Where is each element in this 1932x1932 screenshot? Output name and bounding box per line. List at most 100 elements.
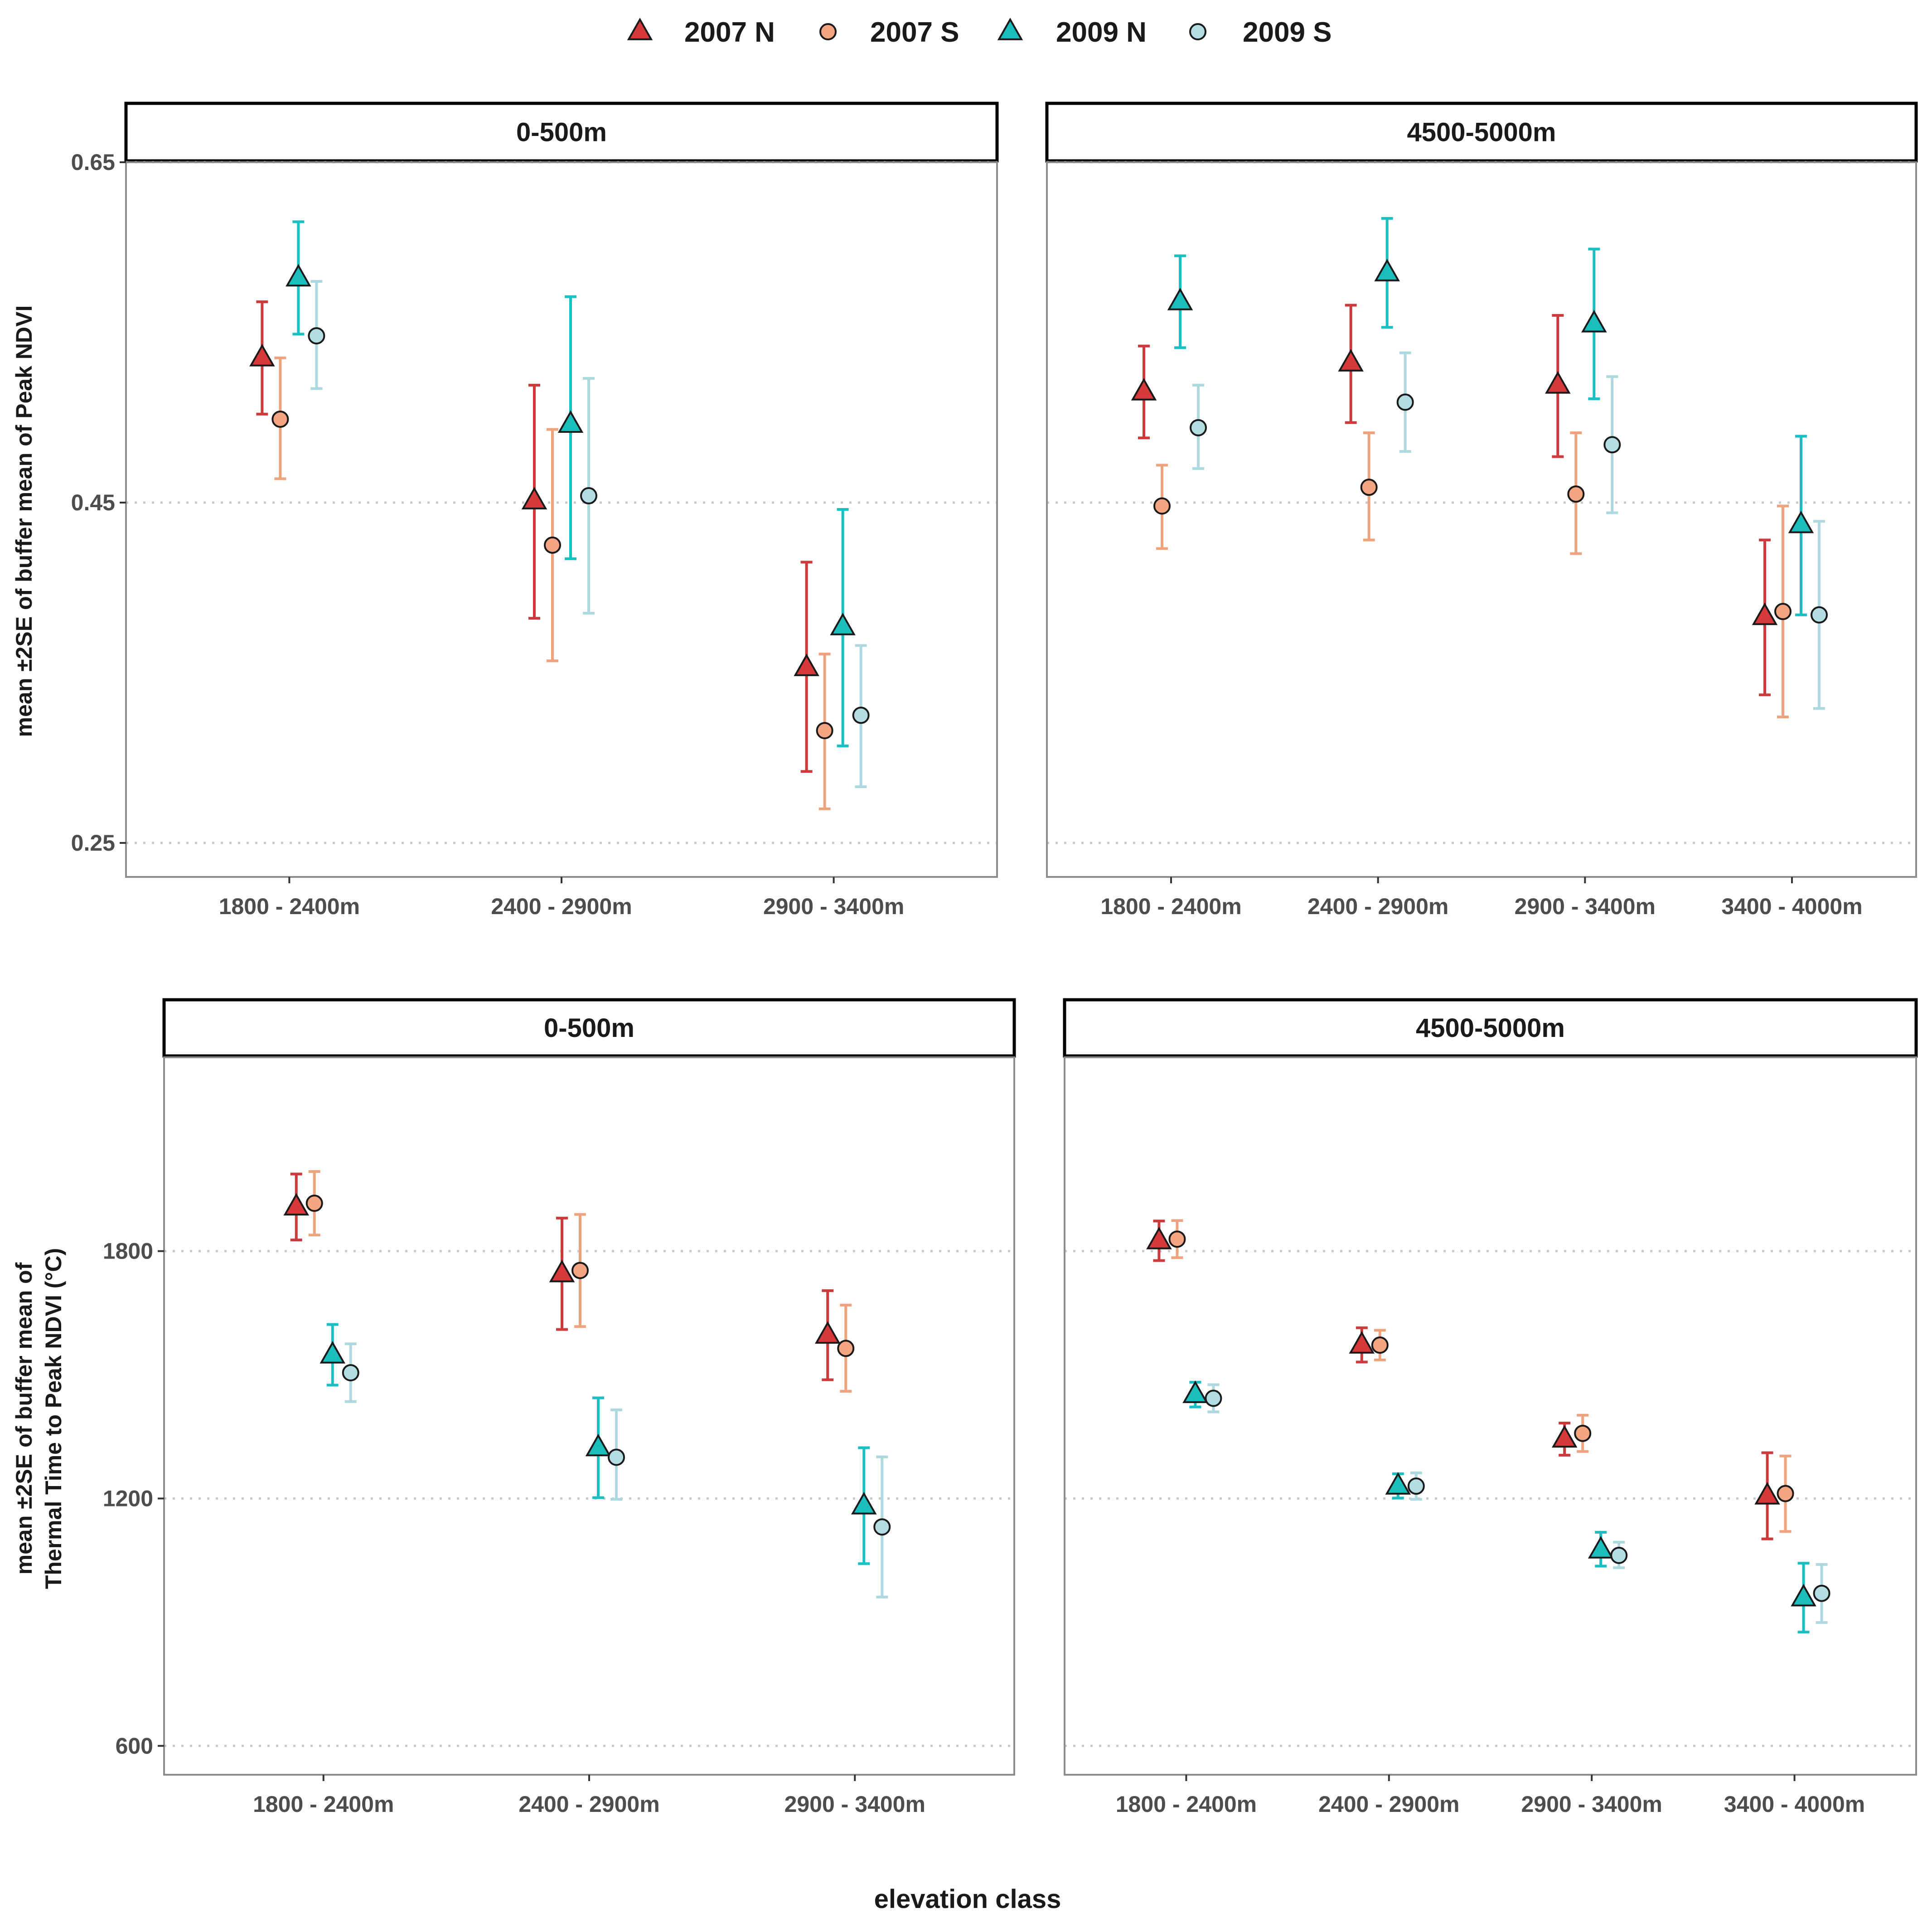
row0-panel-4500-5000m-strip-label: 4500-5000m (1407, 118, 1556, 147)
row1-panel-4500-5000m-point-2009-n-1 (1385, 1472, 1411, 1495)
row0-panel-0-500m-strip (124, 102, 999, 163)
legend-label-2007-s: 2007 S (870, 17, 959, 48)
row1-panel-0-500m-point-2007-s-2 (837, 1340, 855, 1357)
row1-panel-0-500m-series-2007-s (305, 1170, 855, 1393)
row0-panel-4500-5000m: 4500-5000m 1800 - 2400m 2400 - 2900m 2900 -… (1045, 102, 1918, 919)
row1-panel-4500-5000m: 4500-5000m 1800 - 2400m 2400 - 2900m 2900 -… (1063, 998, 1918, 1817)
row0-ytick-label-2: 0.65 (71, 150, 115, 175)
row0-panel-4500-5000m-point-2007-s-1 (1360, 479, 1378, 496)
row0-panel-4500-5000m-point-2009-s-2 (1603, 436, 1621, 454)
row0-panel-0-500m-series-2007-s (271, 356, 833, 810)
row0-panel-4500-5000m-point-2007-s-3 (1774, 603, 1792, 620)
row1-panel-4500-5000m-series-2007-s (1168, 1219, 1794, 1533)
row1-panel-0-500m-strip-label: 0-500m (544, 1013, 634, 1043)
row0-panel-4500-5000m-point-2007-n-0 (1131, 378, 1157, 401)
row0-panel-0-500m-xtick-label-1: 2400 - 2900m (491, 894, 632, 919)
row0-panel-4500-5000m-point-2009-s-3 (1811, 606, 1828, 624)
legend: 2007 N 2007 S 2009 N 2009 S (627, 17, 1332, 48)
row1-ytick-label-1: 1200 (103, 1486, 153, 1511)
row1-panel-0-500m-point-2007-n-2 (814, 1321, 841, 1344)
row0-panel-4500-5000m-series-2007-n (1131, 304, 1778, 697)
row1-panel-4500-5000m-point-2009-n-2 (1588, 1536, 1614, 1559)
row0-panel-0-500m-series-2007-n (249, 300, 819, 773)
row0-panel-0-500m-border (125, 161, 998, 878)
row0-panel-4500-5000m-xtick-label-3: 3400 - 4000m (1721, 894, 1862, 919)
row1-panel-4500-5000m-border (1064, 1056, 1917, 1776)
row1-panel-4500-5000m-point-2007-s-3 (1777, 1485, 1794, 1502)
row1-panel-4500-5000m-xtick-label-1: 2400 - 2900m (1318, 1792, 1459, 1817)
row0-panel-4500-5000m-series-2009-n (1167, 217, 1814, 616)
row0-panel-0-500m-series-2009-n (286, 220, 856, 747)
row1-panel-4500-5000m-point-2007-n-0 (1146, 1226, 1172, 1249)
row1-panel-4500-5000m-point-2007-n-1 (1349, 1331, 1375, 1354)
legend-key-2007-n (627, 17, 653, 40)
row0-panel-0-500m-point-2009-s-1 (580, 487, 597, 504)
row0-panel-4500-5000m-point-2009-n-2 (1581, 310, 1607, 333)
row1-panel-4500-5000m-series-2009-n (1182, 1380, 1816, 1634)
legend-label-2009-s: 2009 S (1243, 17, 1332, 48)
legend-item-2007-n: 2007 N (627, 17, 775, 48)
row1-panel-0-500m-point-2009-n-0 (320, 1341, 346, 1364)
row0-panel-4500-5000m-point-2009-n-1 (1374, 259, 1400, 281)
row0-panel-0-500m-point-2007-s-1 (544, 536, 561, 554)
row0-panel-0-500m-point-2009-n-0 (286, 264, 311, 287)
row0-panel-4500-5000m-point-2009-n-0 (1167, 287, 1193, 310)
row0-panel-4500-5000m-xtick-label-2: 2900 - 3400m (1515, 894, 1656, 919)
row1-panel-4500-5000m-strip (1063, 998, 1918, 1058)
row0-panel-0-500m-xtick-label-2: 2900 - 3400m (763, 894, 904, 919)
row0-panel-0-500m-point-2009-s-0 (308, 327, 325, 344)
row1-panel-4500-5000m-series-2007-n (1146, 1220, 1780, 1540)
row0-panel-0-500m-series-2009-s (308, 280, 870, 788)
row1-panel-4500-5000m-point-2009-n-0 (1182, 1380, 1208, 1403)
row1-panel-4500-5000m-point-2007-n-2 (1551, 1425, 1578, 1448)
row0-panel-4500-5000m-border (1046, 161, 1917, 878)
row0-panel-4500-5000m-point-2009-s-0 (1190, 419, 1207, 436)
row1-panel-0-500m: 0-500m 600 1200 1800 1800 - 2400m 2400 - 2900… (103, 998, 1016, 1817)
row0-panel-4500-5000m-strip (1045, 102, 1918, 163)
row1-panel-0-500m-series-2009-s (342, 1342, 891, 1598)
row0-panel-0-500m-point-2007-n-2 (794, 654, 819, 676)
row0-panel-0-500m-point-2007-s-2 (816, 722, 833, 740)
row1-y-axis-title-line2: Thermal Time to Peak NDVI (°C) (41, 1248, 66, 1589)
row1-panel-0-500m-strip (162, 998, 1016, 1058)
row1-panel-4500-5000m-point-2007-s-0 (1168, 1230, 1186, 1248)
row0-panel-0-500m-point-2007-n-0 (249, 344, 275, 367)
row1-panel-0-500m-point-2007-n-0 (283, 1193, 310, 1215)
legend-key-2009-s (1189, 23, 1206, 40)
row0-panel-0-500m: 0-500m 0.25 0.45 0.65 1800 - 2400m 2400 - 290… (71, 102, 999, 919)
row1-panel-0-500m-point-2009-s-1 (608, 1448, 625, 1466)
legend-label-2009-n: 2009 N (1056, 17, 1147, 48)
row0-panel-0-500m-point-2007-n-1 (521, 487, 547, 509)
row0-panel-4500-5000m-series-2009-s (1190, 351, 1828, 710)
legend-key-2007-s (819, 23, 837, 40)
legend-item-2009-n: 2009 N (997, 17, 1147, 48)
row1-panel-4500-5000m-xtick-label-3: 3400 - 4000m (1724, 1792, 1865, 1817)
row1-panel-0-500m-xtick-label-2: 2900 - 3400m (784, 1792, 925, 1817)
row0-panel-0-500m-strip-label: 0-500m (516, 118, 607, 147)
row1-panel-0-500m-series-2009-n (320, 1323, 877, 1565)
row1-panel-0-500m-series-2007-n (283, 1172, 841, 1381)
row1-panel-4500-5000m-strip-label: 4500-5000m (1416, 1013, 1565, 1043)
legend-item-2009-s: 2009 S (1189, 17, 1332, 48)
row1-y-axis-title-line1: mean ±2SE of buffer mean of (11, 1262, 37, 1574)
row1-panel-4500-5000m-series-2009-s (1205, 1383, 1830, 1624)
row1-panel-4500-5000m-point-2009-s-3 (1813, 1584, 1830, 1602)
row0-panel-4500-5000m-series-2007-s (1153, 431, 1792, 719)
row1-panel-4500-5000m-point-2009-s-2 (1610, 1547, 1628, 1564)
x-axis-title: elevation class (874, 1884, 1061, 1914)
row1-panel-0-500m-border (163, 1056, 1015, 1776)
row0-panel-4500-5000m-point-2007-n-1 (1338, 349, 1364, 372)
row0-ytick-label-0: 0.25 (71, 830, 115, 856)
row0-panel-0-500m-point-2009-n-2 (830, 613, 856, 635)
row1-panel-4500-5000m-point-2009-s-1 (1407, 1477, 1425, 1495)
row0-y-axis-title-group: mean ±2SE of buffer mean of Peak NDVI (11, 305, 37, 737)
row1-panel-0-500m-point-2009-s-0 (342, 1364, 359, 1381)
row1-y-axis-title-group: mean ±2SE of buffer mean of Thermal Time… (11, 1248, 66, 1589)
row1-panel-0-500m-xtick-label-0: 1800 - 2400m (253, 1792, 394, 1817)
row0-panel-4500-5000m-point-2007-n-3 (1752, 602, 1778, 625)
row1-panel-4500-5000m-xtick-label-2: 2900 - 3400m (1521, 1792, 1662, 1817)
row0-panel-4500-5000m-xtick-label-1: 2400 - 2900m (1307, 894, 1448, 919)
row1-panel-0-500m-xtick-label-1: 2400 - 2900m (518, 1792, 659, 1817)
panels: 0-500m 0.25 0.45 0.65 1800 - 2400m 2400 - 290… (71, 102, 1918, 1817)
